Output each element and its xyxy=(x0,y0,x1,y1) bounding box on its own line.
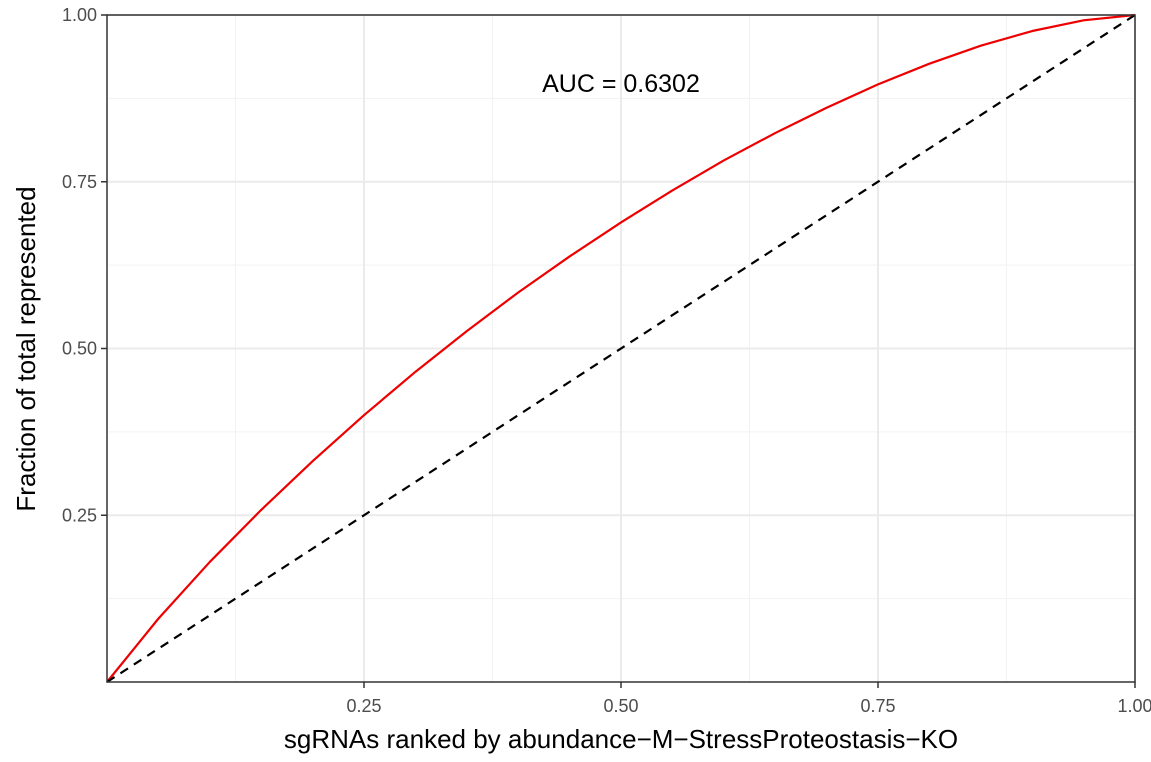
x-tick-label: 0.50 xyxy=(603,696,638,716)
y-tick-label: 0.25 xyxy=(62,505,97,525)
y-tick-label: 1.00 xyxy=(62,5,97,25)
x-axis-title: sgRNAs ranked by abundance−M−StressProte… xyxy=(284,724,958,754)
y-tick-label: 0.50 xyxy=(62,339,97,359)
y-axis-title: Fraction of total represented xyxy=(11,186,41,511)
reference-diagonal-line xyxy=(106,14,1136,683)
x-axis: 0.25 0.50 0.75 1.00 xyxy=(346,682,1151,716)
series-layer xyxy=(106,13,1136,683)
cumulative-curve-line xyxy=(106,13,1136,683)
auc-annotation: AUC = 0.6302 xyxy=(542,70,700,98)
x-tick-label: 1.00 xyxy=(1117,696,1151,716)
x-tick-label: 0.25 xyxy=(346,696,381,716)
y-axis: 0.25 0.50 0.75 1.00 xyxy=(62,5,107,525)
x-tick-label: 0.75 xyxy=(860,696,895,716)
y-tick-label: 0.75 xyxy=(62,172,97,192)
